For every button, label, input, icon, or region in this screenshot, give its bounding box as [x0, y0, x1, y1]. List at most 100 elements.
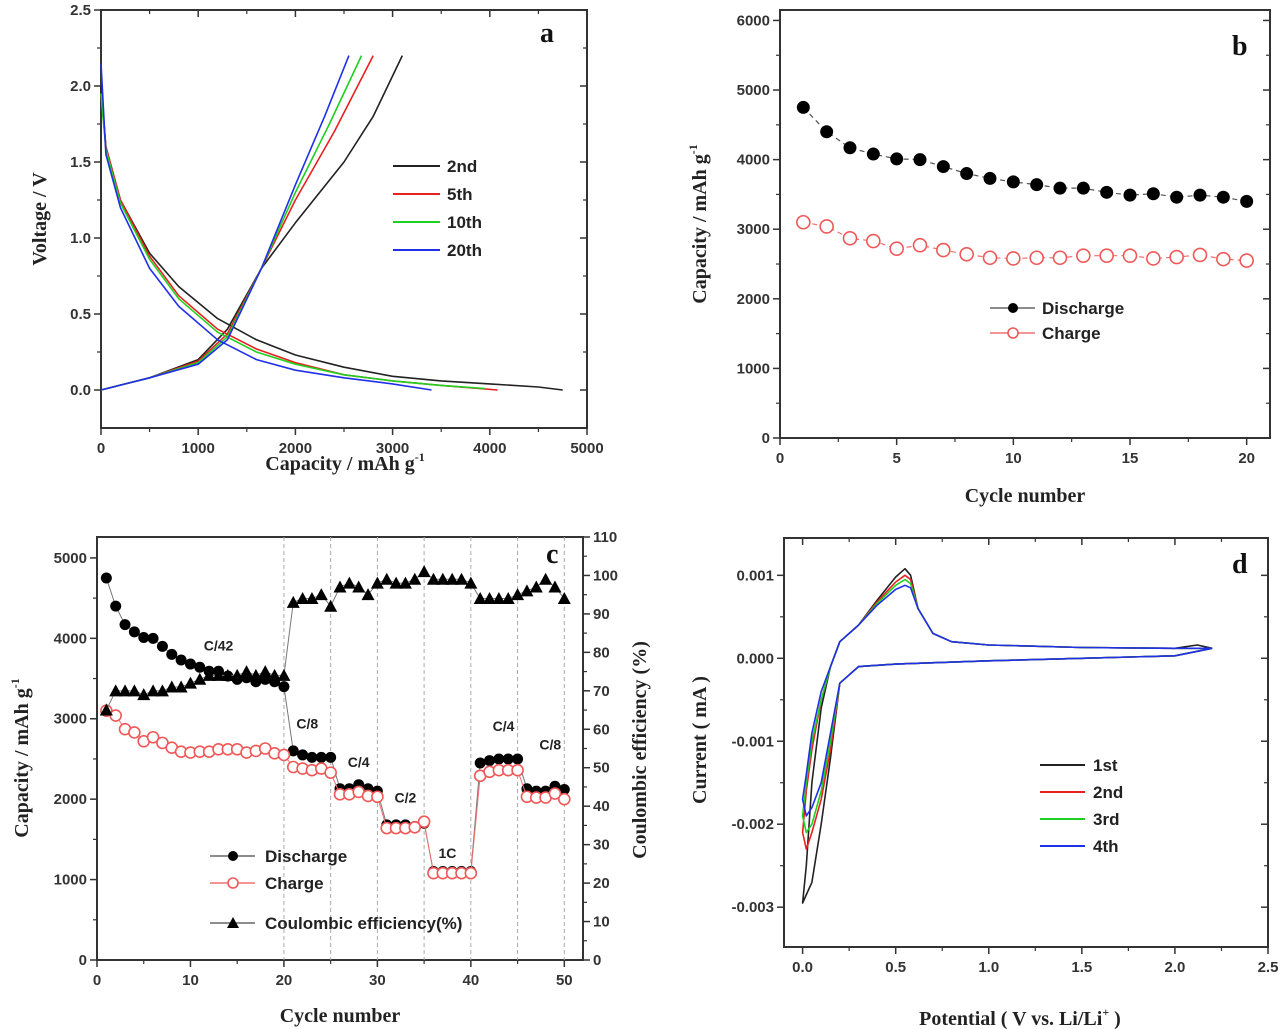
data-point-coulombic-efficiency: [258, 665, 272, 678]
legend-marker-Coulombic efficiency(%): [227, 917, 239, 928]
data-point-discharge: [1193, 188, 1207, 202]
data-point-coulombic-efficiency: [249, 668, 263, 681]
panel-a-y-tick-label: 0.0: [70, 382, 91, 399]
panel-a-y-tick-label: 1.5: [70, 154, 91, 171]
data-point-coulombic-efficiency: [240, 665, 254, 678]
data-point-discharge: [1053, 181, 1067, 195]
legend-label-Discharge: Discharge: [265, 847, 347, 866]
panel-a-x-tick-label: 2000: [279, 440, 312, 457]
data-point-discharge: [194, 661, 206, 673]
data-point-coulombic-efficiency: [118, 684, 132, 697]
data-point-discharge: [866, 147, 880, 161]
discharge-curve-20th: [100, 63, 432, 391]
panel-c-y-tick-label: 4000: [54, 630, 87, 647]
data-point-coulombic-efficiency: [286, 595, 300, 608]
panel-d-x-axis-title: Potential ( V vs. Li/Li+ ): [919, 1005, 1121, 1029]
data-point-charge: [866, 233, 881, 249]
data-point-discharge: [1100, 185, 1114, 199]
panel-b-y-tick-label: 1000: [737, 360, 770, 377]
data-point-discharge: [983, 171, 997, 185]
panel-a-x-axis-title: Capacity / mAh g-1: [265, 450, 424, 475]
data-point-coulombic-efficiency: [230, 668, 244, 681]
data-point-coulombic-efficiency: [221, 668, 235, 681]
data-point-charge: [128, 726, 141, 739]
data-point-charge: [146, 730, 160, 744]
data-point-charge: [1122, 248, 1138, 263]
panel-c-x-tick-label: 30: [369, 972, 386, 989]
panel-c: 0 10 20 30 40 50 0 1000 2000 3000 4000 5000 0 10 20 30 4…: [8, 529, 651, 1027]
panel-b-x-tick-label: 5: [892, 450, 900, 467]
data-point-discharge: [512, 753, 524, 765]
data-point-coulombic-efficiency: [296, 592, 310, 605]
data-point-charge: [371, 790, 384, 804]
data-point-coulombic-efficiency: [473, 592, 487, 605]
data-point-charge: [324, 766, 337, 779]
data-point-discharge: [156, 640, 168, 652]
data-point-charge: [982, 250, 998, 266]
data-point-charge: [1169, 249, 1184, 265]
panel-c-y2-axis-title: Coulombic efficiency (%): [629, 641, 651, 859]
data-point-charge: [1099, 248, 1114, 263]
data-point-coulombic-efficiency: [455, 572, 468, 585]
data-point-coulombic-efficiency: [305, 592, 319, 605]
data-point-discharge: [184, 658, 196, 670]
data-point-discharge: [1076, 181, 1090, 195]
data-point-coulombic-efficiency: [342, 576, 356, 589]
data-point-discharge: [913, 153, 927, 167]
panel-c-y-tick-label: 1000: [54, 872, 87, 889]
legend-label-20th: 20th: [447, 241, 482, 260]
data-point-coulombic-efficiency: [268, 668, 282, 681]
data-point-discharge: [315, 751, 327, 763]
data-point-coulombic-efficiency: [193, 672, 207, 685]
data-point-coulombic-efficiency: [212, 668, 225, 681]
panel-c-x-tick-label: 40: [463, 972, 480, 989]
data-point-discharge: [175, 654, 187, 666]
data-point-discharge: [820, 125, 834, 139]
legend-label-Coulombic efficiency(%): Coulombic efficiency(%): [265, 914, 462, 933]
data-point-coulombic-efficiency: [174, 680, 188, 693]
data-point-charge: [1239, 253, 1254, 268]
data-point-coulombic-efficiency: [511, 588, 525, 601]
legend-label-10th: 10th: [447, 213, 482, 232]
panel-d-y-tick-label: -0.002: [731, 816, 774, 833]
data-point-discharge: [128, 626, 140, 638]
data-point-discharge: [493, 753, 505, 765]
data-point-coulombic-efficiency: [277, 668, 291, 681]
panel-b-x-tick-label: 20: [1238, 450, 1255, 467]
data-point-discharge: [1123, 188, 1137, 202]
data-point-coulombic-efficiency: [137, 688, 151, 701]
data-point-discharge: [1216, 190, 1230, 204]
legend-marker-Charge: [227, 877, 239, 889]
cv-curve-3rd: [801, 578, 1213, 834]
data-point-coulombic-efficiency: [557, 592, 571, 605]
data-point-discharge: [1170, 190, 1184, 204]
panel-b-y-tick-label: 6000: [737, 12, 770, 29]
rate-annotation: C/2: [395, 789, 417, 805]
data-point-discharge: [110, 600, 122, 612]
panel-c-y2-tick-label: 60: [593, 721, 610, 738]
data-point-charge: [1006, 251, 1021, 266]
panel-b-y-axis-title: Capacity / mAh g-1: [686, 144, 711, 303]
legend-label-4th: 4th: [1093, 837, 1119, 856]
panel-d-y-axis-title: Current ( mA ): [689, 676, 711, 804]
data-point-charge: [842, 230, 858, 246]
data-point-coulombic-efficiency: [370, 576, 384, 589]
panel-c-x-axis-title: Cycle number: [280, 1005, 401, 1027]
panel-c-y2-tick-label: 50: [593, 760, 610, 777]
data-point-charge: [1216, 251, 1231, 267]
data-point-coulombic-efficiency: [127, 684, 141, 697]
panel-d-x-tick-label: 0.0: [792, 959, 813, 976]
data-point-discharge: [474, 757, 486, 769]
data-point-charge: [558, 792, 571, 806]
panel-a-label: a: [540, 18, 554, 49]
data-point-coulombic-efficiency: [492, 592, 506, 605]
panel-b-plot: 0 5 10 15 20 0 1000 2000 3000 4000 5000 6000 Dischar…: [737, 9, 1271, 467]
panel-a-y-tick-label: 1.0: [70, 230, 91, 247]
data-point-coulombic-efficiency: [539, 572, 553, 585]
data-point-coulombic-efficiency: [436, 572, 450, 585]
legend-label-Discharge: Discharge: [1042, 299, 1124, 318]
panel-c-x-tick-label: 10: [182, 972, 199, 989]
legend-marker-Charge: [1007, 327, 1019, 339]
data-point-charge: [511, 763, 524, 777]
panel-c-y-tick-label: 2000: [54, 791, 87, 808]
